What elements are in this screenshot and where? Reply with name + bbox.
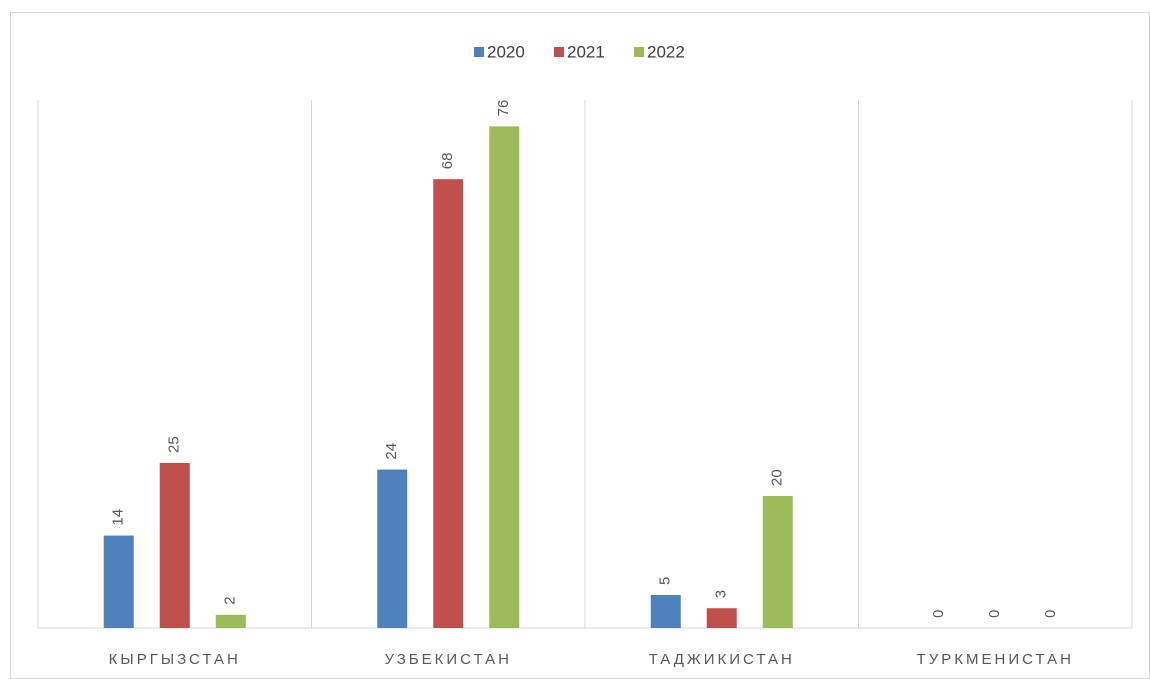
legend-label: 2020 — [487, 42, 525, 61]
x-tick-label: УЗБЕКИСТАН — [385, 651, 512, 668]
bar — [377, 469, 408, 628]
data-label: 76 — [495, 100, 512, 117]
data-label: 14 — [110, 509, 127, 526]
x-tick-label: ТУРКМЕНИСТАН — [917, 651, 1074, 668]
bar — [103, 535, 134, 628]
x-tick-label: КЫРГЫЗСТАН — [109, 651, 241, 668]
bar — [762, 496, 793, 628]
x-tick-label: ТАДЖИКИСТАН — [649, 651, 795, 668]
chart-border — [10, 12, 1150, 679]
data-label: 0 — [986, 610, 1003, 618]
data-label: 3 — [713, 590, 730, 598]
data-label: 25 — [166, 436, 183, 453]
data-label: 2 — [222, 596, 239, 604]
legend-swatch — [474, 47, 484, 57]
legend-swatch — [554, 47, 564, 57]
data-label: 24 — [383, 443, 400, 460]
data-label: 0 — [1042, 610, 1059, 618]
legend-label: 2021 — [567, 42, 605, 61]
data-label: 68 — [439, 153, 456, 170]
data-label: 5 — [657, 577, 674, 585]
bar — [650, 595, 681, 628]
legend-label: 2022 — [647, 42, 685, 61]
data-label: 0 — [930, 610, 947, 618]
legend-swatch — [634, 47, 644, 57]
bar — [215, 614, 246, 628]
data-label: 20 — [769, 469, 786, 486]
bar — [159, 463, 190, 628]
bar — [489, 126, 520, 629]
bar — [706, 608, 737, 628]
bar — [433, 179, 464, 628]
